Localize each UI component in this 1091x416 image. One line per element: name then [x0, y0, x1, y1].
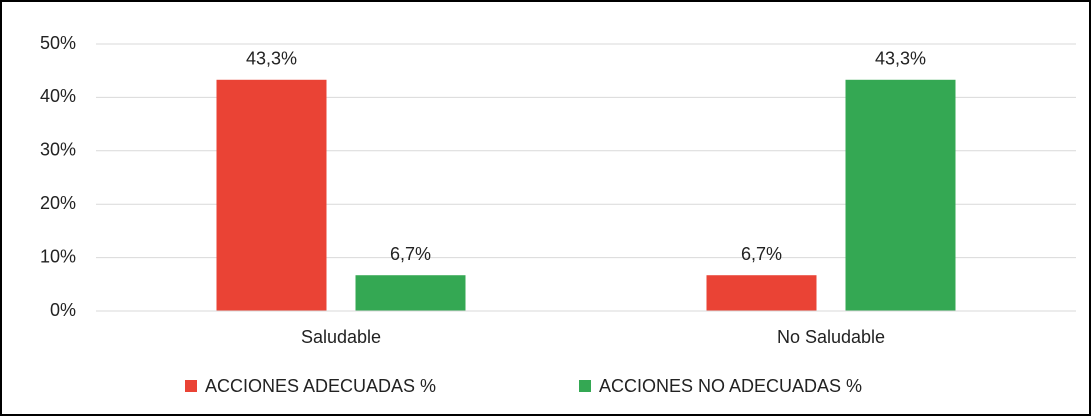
legend-label: ACCIONES ADECUADAS % — [205, 376, 436, 396]
legend-swatch — [185, 380, 197, 392]
data-label: 6,7% — [390, 244, 431, 264]
bar — [845, 79, 956, 311]
y-tick-label: 0% — [50, 300, 76, 320]
y-tick-label: 30% — [40, 140, 76, 160]
y-tick-label: 10% — [40, 246, 76, 266]
data-label: 43,3% — [875, 49, 926, 69]
x-tick-label: Saludable — [301, 327, 381, 347]
legend-label: ACCIONES NO ADECUADAS % — [599, 376, 862, 396]
bar — [355, 275, 466, 311]
y-tick-label: 50% — [40, 33, 76, 53]
bar — [706, 275, 817, 311]
y-tick-label: 20% — [40, 193, 76, 213]
bar — [216, 79, 327, 311]
y-tick-label: 40% — [40, 86, 76, 106]
x-tick-label: No Saludable — [777, 327, 885, 347]
legend-swatch — [579, 380, 591, 392]
data-label: 6,7% — [741, 244, 782, 264]
data-label: 43,3% — [246, 49, 297, 69]
